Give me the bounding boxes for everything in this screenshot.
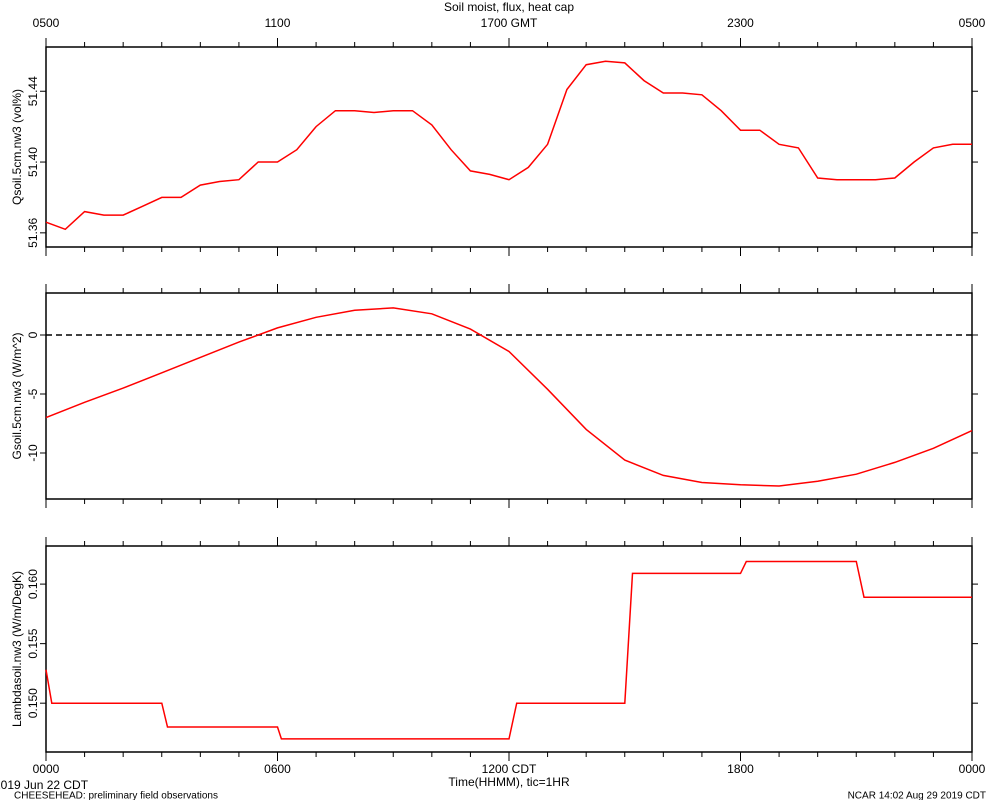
x-axis-label: Time(HHMM), tic=1HR	[448, 775, 570, 789]
y-tick-label: 51.36	[26, 218, 40, 248]
top-x-tick-label: 2300	[727, 16, 754, 30]
footer-date: 2019 Jun 22 CDT	[0, 778, 89, 792]
x-tick-label: 1800	[727, 762, 754, 776]
panel-frame	[45, 46, 973, 248]
x-tick-label: 1200 CDT	[482, 762, 537, 776]
y-tick-label: 0.150	[26, 688, 40, 718]
y-tick-label: -10	[26, 444, 40, 462]
panel-frame	[45, 545, 973, 753]
data-line	[45, 60, 972, 231]
top-x-tick-label: 1100	[265, 16, 291, 30]
chart-title: Soil moist, flux, heat cap	[444, 0, 574, 14]
data-line	[45, 560, 972, 740]
top-x-tick-label: 0500	[959, 16, 986, 30]
y-axis-label: Gsoil.5cm.nw3 (W/m^2)	[10, 333, 24, 460]
x-tick-label: 0000	[33, 762, 60, 776]
footer-project: CHEESEHEAD: preliminary field observatio…	[14, 791, 218, 800]
footer-credit: NCAR 14:02 Aug 29 2019 CDT	[848, 791, 986, 800]
y-tick-label: 0	[26, 331, 40, 338]
top-x-tick-label: 1700 GMT	[481, 16, 538, 30]
y-axis-label: Qsoil.5cm.nw3 (vol%)	[10, 89, 24, 205]
panel-frame	[45, 292, 973, 500]
y-tick-label: 51.44	[26, 76, 40, 106]
y-tick-label: 0.160	[26, 569, 40, 599]
y-tick-label: -5	[26, 388, 40, 399]
x-tick-label: 0000	[959, 762, 986, 776]
top-x-tick-label: 0500	[33, 16, 60, 30]
y-axis-label: Lambdasoil.nw3 (W/m/DegK)	[10, 571, 24, 727]
data-line	[45, 307, 973, 487]
y-tick-label: 51.40	[26, 147, 40, 177]
y-tick-label: 0.155	[26, 628, 40, 658]
x-tick-label: 0600	[264, 762, 291, 776]
